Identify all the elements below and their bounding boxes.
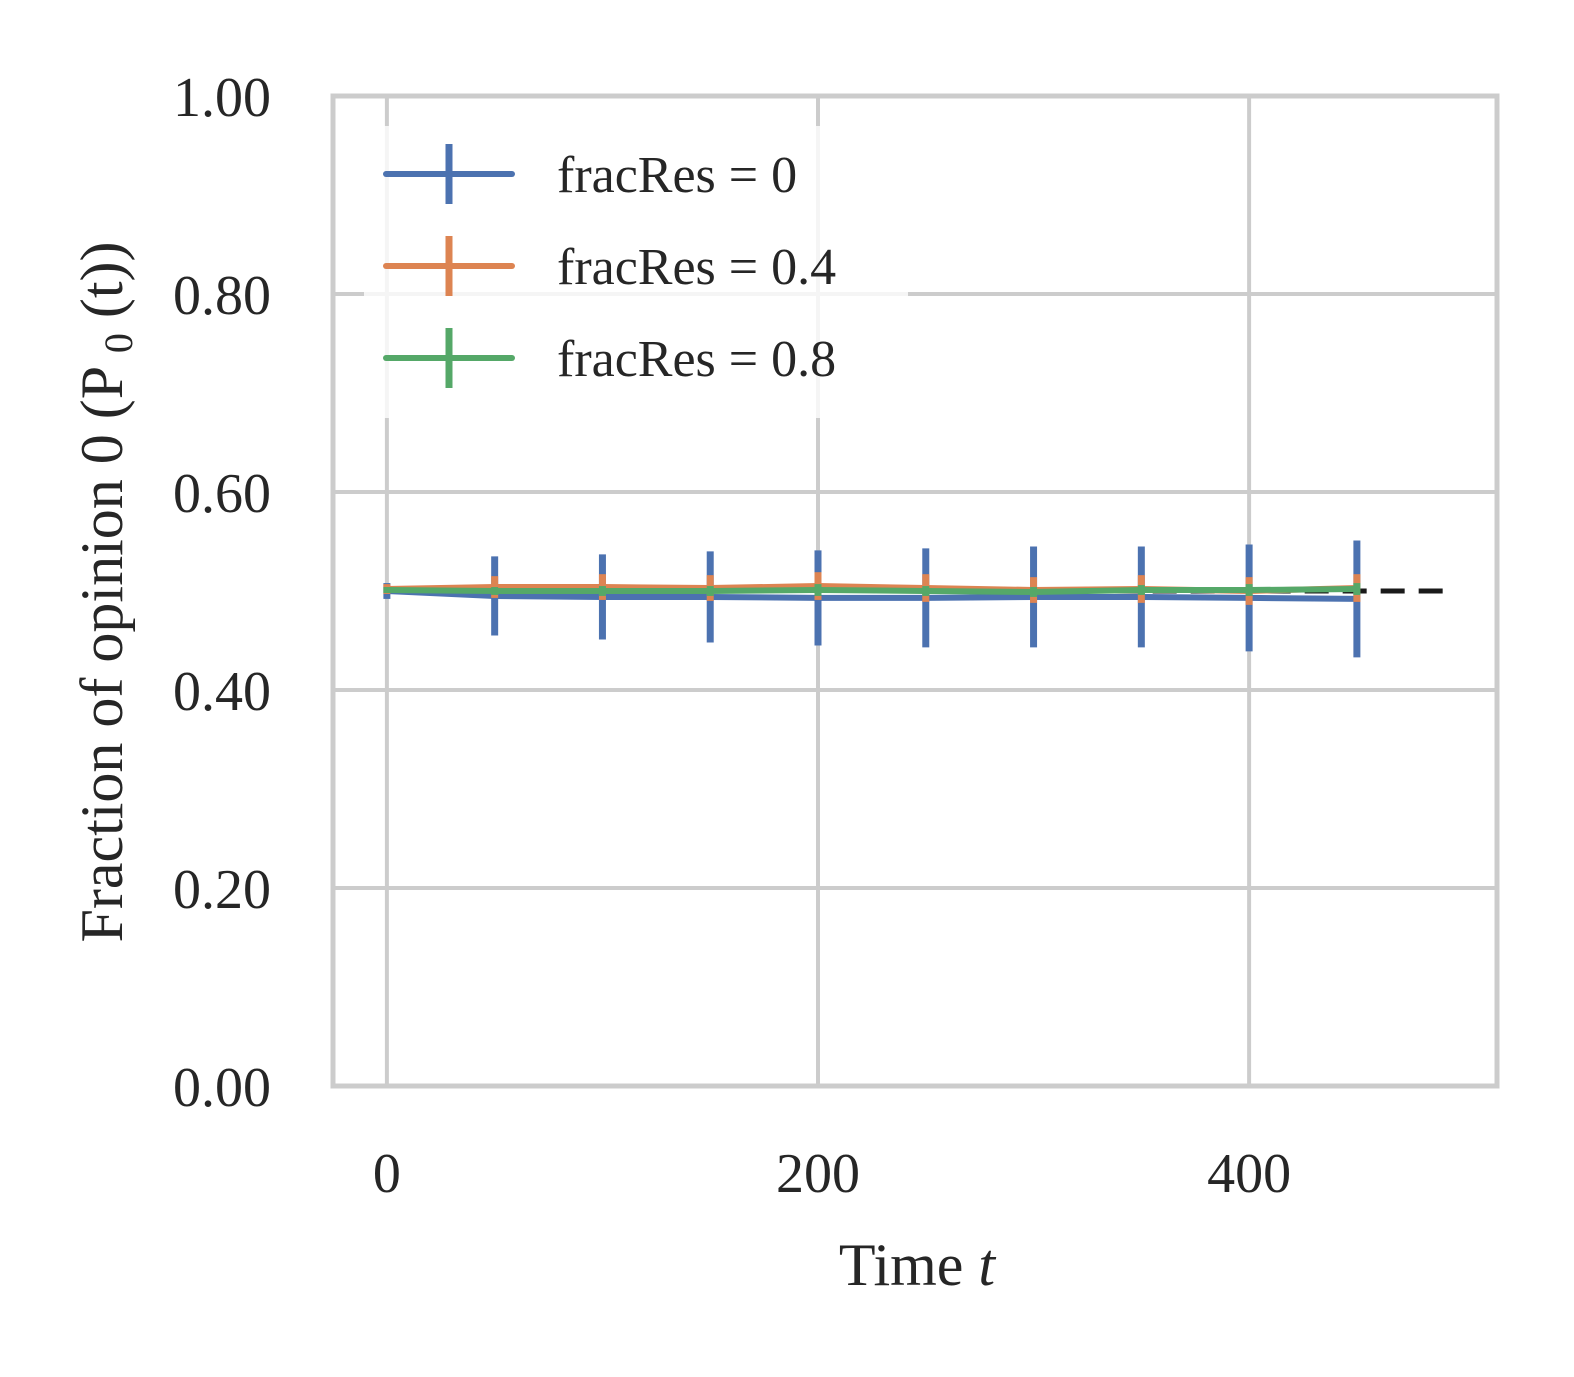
x-axis-title-text: Time (839, 1232, 964, 1298)
y-axis-title: Fraction of opinion 0 (P 0 (t)) (69, 241, 145, 942)
x-axis-title: Time t (839, 1232, 997, 1298)
legend-label: fracRes = 0.4 (557, 239, 836, 296)
series-line (383, 588, 1360, 602)
x-tick-label: 0 (373, 1143, 401, 1205)
plot-frame (330, 93, 1500, 1089)
x-tick-labels: 0 200 400 (373, 1143, 1291, 1205)
series-group (383, 540, 1361, 658)
y-axis-title-text: Fraction of opinion 0 (P (69, 368, 135, 942)
y-tick-label: 0.00 (173, 1057, 271, 1119)
legend-label: fracRes = 0.8 (557, 331, 836, 388)
x-tick-label: 200 (776, 1143, 860, 1205)
y-tick-label: 0.80 (173, 265, 271, 327)
legend-label: fracRes = 0 (557, 147, 797, 204)
legend: fracRes = 0 fracRes = 0.4 fracRes = 0.8 (364, 126, 908, 418)
y-tick-label: 1.00 (173, 67, 271, 129)
y-tick-labels: 0.00 0.20 0.40 0.60 0.80 1.00 (173, 67, 271, 1119)
legend-background (364, 126, 908, 418)
y-tick-label: 0.40 (173, 661, 271, 723)
x-axis-title-variable: t (978, 1232, 996, 1298)
series-line (383, 586, 1360, 595)
y-axis-title-tail: (t)) (69, 241, 135, 318)
x-tick-label: 400 (1207, 1143, 1291, 1205)
series-group (383, 583, 1361, 597)
y-axis-title-subscript: 0 (96, 333, 141, 353)
y-tick-label: 0.60 (173, 463, 271, 525)
series-layer (383, 540, 1361, 658)
y-tick-label: 0.20 (173, 859, 271, 921)
